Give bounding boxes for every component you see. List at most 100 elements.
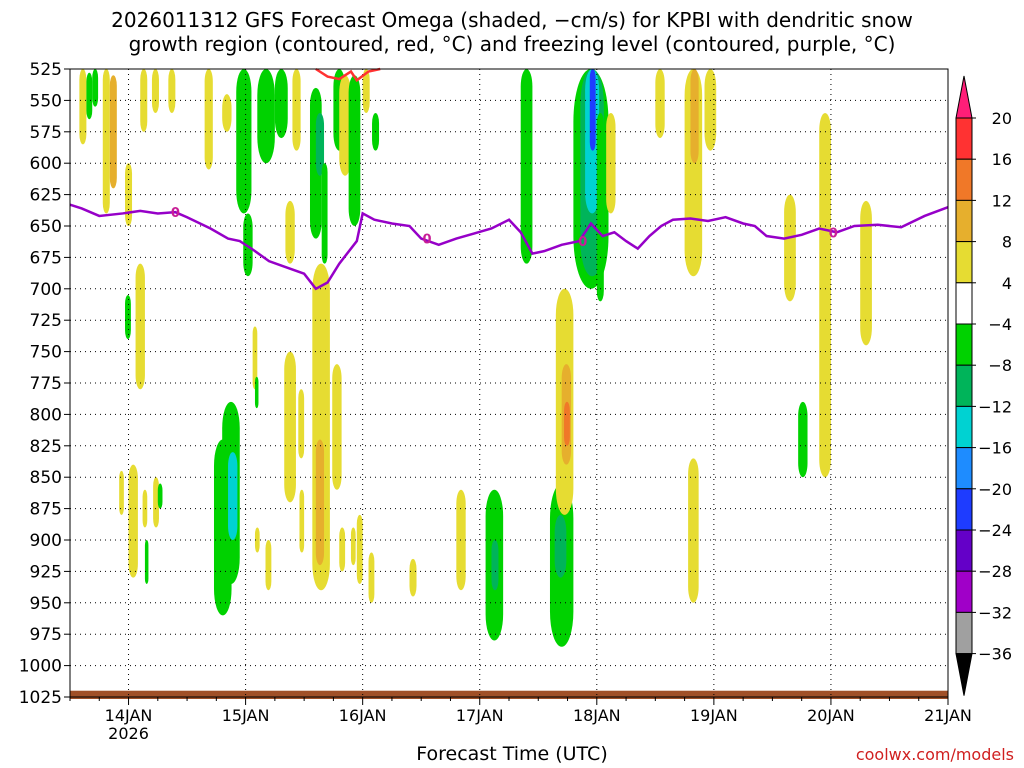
- dendritic-contour: [315, 67, 381, 83]
- colorbar-bin-1: [955, 117, 973, 160]
- credit-text: coolwx.com/models: [855, 745, 1014, 764]
- omega-region-13: [257, 69, 275, 164]
- colorbar-label-4: 4: [1002, 274, 1012, 293]
- omega-region-16: [292, 69, 301, 151]
- freezing-level-line: [69, 203, 949, 291]
- omega-region-69: [704, 69, 717, 151]
- y-tick-label-1025: 1025: [19, 688, 62, 708]
- y-tick-label-550: 550: [30, 91, 62, 111]
- omega-region-50: [409, 558, 417, 597]
- colorbar-bin-8: [955, 405, 973, 449]
- y-tick-label-525: 525: [30, 60, 62, 80]
- x-tick-label-14JAN: 14JAN: [105, 706, 153, 725]
- colorbar-label-3: 8: [1002, 233, 1012, 252]
- colorbar-label-2: 12: [992, 191, 1012, 210]
- x-tick-label-21JAN: 21JAN: [924, 706, 972, 725]
- colorbar-label-6: −8: [988, 356, 1012, 375]
- omega-region-39: [265, 540, 272, 591]
- x-tick-sublabel: 2026: [108, 724, 149, 743]
- omega-region-15: [285, 200, 295, 264]
- x-axis-label: Forecast Time (UTC): [416, 743, 608, 765]
- x-tick-label-20JAN: 20JAN: [807, 706, 855, 725]
- omega-region-41: [298, 389, 305, 459]
- chart-title: 2026011312 GFS Forecast Omega (shaded, −…: [111, 8, 913, 56]
- omega-fills: [79, 69, 872, 647]
- y-tick-label-650: 650: [30, 217, 62, 237]
- y-tick-label-675: 675: [30, 248, 62, 268]
- omega-region-73: [819, 112, 831, 478]
- y-tick-label-800: 800: [30, 405, 62, 425]
- y-tick-label-1000: 1000: [19, 657, 62, 677]
- colorbar-label-0: 20: [992, 109, 1012, 128]
- colorbar: 20 16 12 8 4 −4 −8 −12 −16 −20 −24 −28 −32 −36: [955, 75, 1012, 696]
- y-axis: 525 550 575 600 625 650 675 700 725 750 775 800 825 8…: [19, 60, 70, 708]
- omega-region-0: [79, 69, 87, 145]
- omega-region-46: [339, 527, 346, 572]
- omega-region-38: [254, 527, 260, 553]
- omega-region-1: [86, 72, 93, 120]
- omega-region-14: [274, 69, 288, 139]
- colorbar-bin-3: [955, 199, 973, 243]
- plot-frame: [69, 68, 949, 698]
- omega-region-8: [168, 69, 176, 113]
- y-tick-label-875: 875: [30, 500, 62, 520]
- colorbar-label-7: −12: [978, 397, 1012, 416]
- omega-region-74: [860, 200, 872, 346]
- omega-region-45: [332, 364, 342, 490]
- omega-region-47: [350, 527, 356, 566]
- colorbar-label-13: −36: [978, 645, 1012, 664]
- omega-region-23: [362, 69, 370, 113]
- colorbar-bin-5: [955, 282, 973, 325]
- y-tick-label-600: 600: [30, 154, 62, 174]
- x-tick-label-15JAN: 15JAN: [222, 706, 270, 725]
- y-tick-label-850: 850: [30, 468, 62, 488]
- omega-region-37: [254, 376, 259, 409]
- colorbar-label-12: −32: [978, 603, 1012, 622]
- omega-region-32: [157, 483, 163, 509]
- freezing-level-label-1: 0: [423, 233, 432, 248]
- omega-region-3: [102, 69, 110, 214]
- y-tick-label-900: 900: [30, 531, 62, 551]
- colorbar-bin-4: [955, 241, 973, 284]
- y-tick-label-725: 725: [30, 311, 62, 331]
- y-tick-label-950: 950: [30, 594, 62, 614]
- colorbar-label-9: −20: [978, 480, 1012, 499]
- colorbar-bottom-arrow: [955, 653, 973, 696]
- omega-region-48: [356, 514, 363, 584]
- omega-region-22: [348, 75, 361, 226]
- freezing-level-label-0: 0: [171, 206, 180, 221]
- omega-region-36: [252, 326, 258, 390]
- colorbar-bin-11: [955, 529, 973, 572]
- omega-region-35: [228, 452, 238, 540]
- y-tick-label-925: 925: [30, 562, 62, 582]
- x-tick-label-18JAN: 18JAN: [573, 706, 621, 725]
- omega-region-53: [491, 540, 499, 591]
- x-tick-label-19JAN: 19JAN: [690, 706, 738, 725]
- omega-region-72: [798, 401, 808, 478]
- colorbar-top-arrow: [955, 75, 973, 119]
- omega-region-66: [655, 69, 665, 139]
- terrain-fill: [70, 690, 948, 699]
- omega-region-42: [299, 489, 305, 553]
- omega-region-11: [236, 69, 252, 214]
- colorbar-bin-7: [955, 364, 973, 407]
- omega-region-64: [596, 112, 604, 302]
- omega-region-56: [554, 514, 567, 578]
- omega-region-63: [589, 69, 596, 151]
- omega-region-70: [688, 458, 699, 603]
- contours: 0 0 0 0: [69, 67, 949, 291]
- colorbar-label-10: −24: [978, 521, 1012, 540]
- omega-region-6: [140, 69, 148, 132]
- colorbar-label-5: −4: [988, 315, 1012, 334]
- omega-region-44: [315, 439, 325, 566]
- omega-region-26: [135, 263, 145, 390]
- colorbar-bin-2: [955, 158, 973, 201]
- omega-region-7: [151, 69, 159, 113]
- y-tick-label-975: 975: [30, 625, 62, 645]
- omega-region-28: [119, 470, 124, 515]
- colorbar-bin-6: [955, 323, 973, 366]
- y-tick-label-625: 625: [30, 186, 62, 206]
- omega-region-25: [125, 295, 131, 340]
- omega-region-9: [204, 69, 213, 170]
